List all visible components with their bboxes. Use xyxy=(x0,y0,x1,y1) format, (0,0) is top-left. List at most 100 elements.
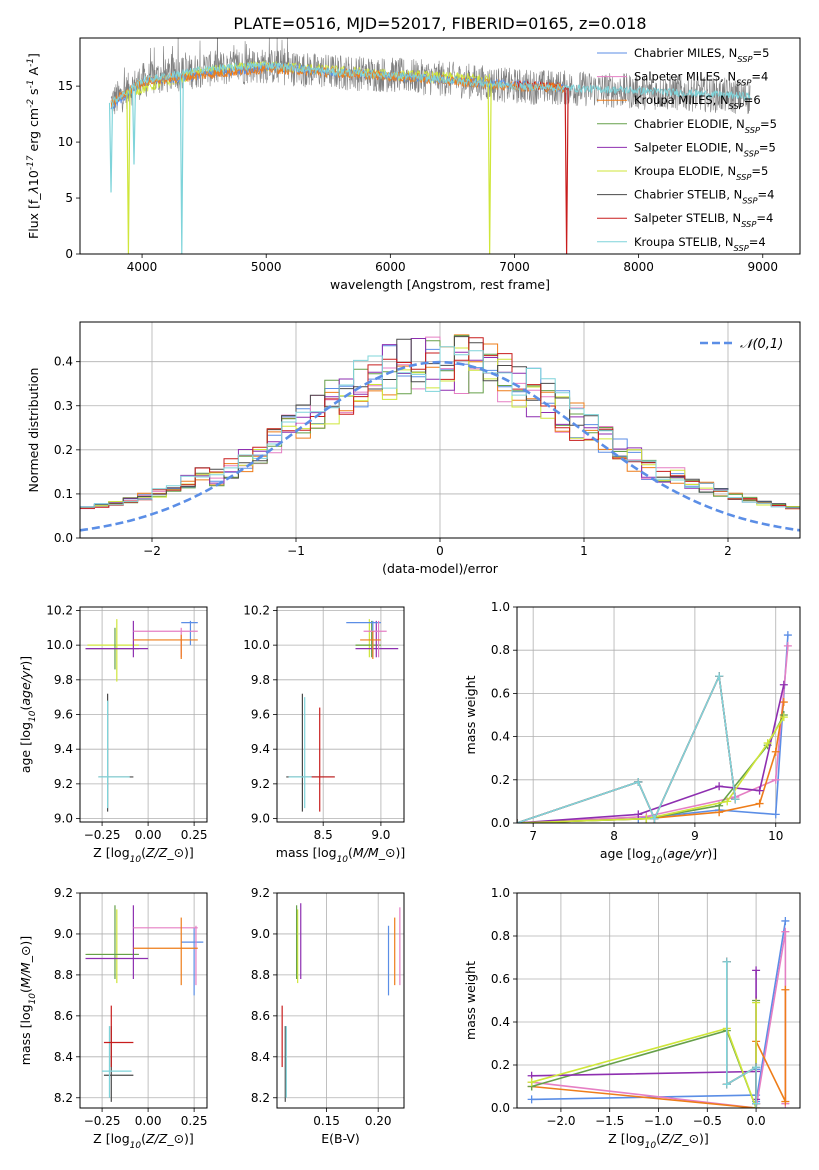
weight-line xyxy=(517,645,789,823)
weight-marker xyxy=(634,777,643,786)
x-tick-label: −1.0 xyxy=(644,1114,673,1128)
x-tick-label: 0.25 xyxy=(181,828,208,842)
weight-marker xyxy=(783,631,792,640)
weight-marker xyxy=(771,810,780,819)
y-axis-label: age [log10(age/yr)] xyxy=(18,656,38,773)
weight-marker xyxy=(779,698,788,707)
weight-marker xyxy=(771,747,780,756)
legend-label: Kroupa ELODIE, NSSP=5 xyxy=(634,164,768,182)
y-tick-label: 9.0 xyxy=(251,812,270,826)
y-tick-label: 9.2 xyxy=(251,777,270,791)
grid xyxy=(80,607,207,822)
plot-area xyxy=(80,334,800,532)
weight-marker xyxy=(634,810,643,819)
weight-marker xyxy=(527,1095,536,1104)
y-tick-label: 0.4 xyxy=(491,730,510,744)
axes-mass_vs_ebv: 0.15 0.20 8.2 8.4 8.6 8.8 9.0 9.2 E(B-V) xyxy=(251,886,405,1146)
spectrum-line xyxy=(110,60,751,105)
weight-line xyxy=(517,673,737,823)
legend-label: Kroupa MILES, NSSP=6 xyxy=(634,93,761,111)
axes-residuals: −2 −1 0 1 2 0.0 0.1 0.2 0.3 0.4 (data-model)/error… xyxy=(26,321,801,576)
x-tick-label: 7 xyxy=(529,829,537,843)
legend-label: 𝒩(0,1) xyxy=(740,337,783,352)
y-tick-label: 9.4 xyxy=(54,742,73,756)
weight-marker xyxy=(650,814,659,823)
x-tick-label: 0.0 xyxy=(747,1114,766,1128)
x-tick-label: 0.25 xyxy=(181,1114,208,1128)
x-tick-label: 0 xyxy=(436,544,444,558)
y-tick-label: 0.2 xyxy=(491,1058,510,1072)
x-tick-label: 1 xyxy=(580,544,588,558)
weight-marker xyxy=(771,775,780,784)
x-tick-label: −2 xyxy=(143,544,161,558)
axes-spectrum: 4000 5000 6000 7000 8000 9000 0 5 10 15 wavelength… xyxy=(26,37,801,292)
y-tick-label: 10.2 xyxy=(46,603,73,617)
weight-marker xyxy=(642,814,651,823)
legend-label: Salpeter MILES, NSSP=4 xyxy=(634,70,768,88)
axes-frame xyxy=(79,892,208,1109)
x-tick-label: −2.0 xyxy=(546,1114,575,1128)
x-tick-label: 7000 xyxy=(499,260,530,274)
x-tick-label: 2 xyxy=(724,544,732,558)
absorption-line xyxy=(487,83,492,254)
y-tick-label: 9.8 xyxy=(251,673,270,687)
y-tick-label: 9.2 xyxy=(54,886,73,900)
x-axis-label: Z [log10(Z/Z_⊙)] xyxy=(608,1131,709,1151)
weight-line xyxy=(531,1002,757,1108)
legend: Chabrier MILES, NSSP=5 Salpeter MILES, NS… xyxy=(597,46,777,253)
weight-line xyxy=(517,673,737,823)
absorption-line xyxy=(126,90,131,254)
x-axis-label: (data-model)/error xyxy=(382,561,499,576)
legend-label: Chabrier ELODIE, NSSP=5 xyxy=(634,117,777,135)
y-tick-label: 9.2 xyxy=(54,777,73,791)
y-tick-label: 0.1 xyxy=(54,487,73,501)
y-tick-label: 9.0 xyxy=(54,812,73,826)
y-tick-label: 8.8 xyxy=(54,968,73,982)
x-axis-label: E(B-V) xyxy=(321,1131,360,1146)
weight-marker xyxy=(752,998,761,1007)
y-tick-label: 9.0 xyxy=(251,927,270,941)
weight-marker xyxy=(779,680,788,689)
weight-marker xyxy=(752,1063,761,1072)
y-tick-label: 1.0 xyxy=(491,600,510,614)
axes-mass_vs_Z: −0.25 0.00 0.25 8.2 8.4 8.6 8.8 9.0 9.2 Z [log10(… xyxy=(18,886,208,1151)
weight-line xyxy=(517,684,785,823)
y-tick-label: 0.4 xyxy=(491,1015,510,1029)
absorption-line xyxy=(108,102,114,193)
y-tick-label: 9.8 xyxy=(54,673,73,687)
absorption-line xyxy=(179,73,184,254)
weight-marker xyxy=(752,966,761,975)
y-tick-label: 0.8 xyxy=(491,643,510,657)
x-tick-label: −0.25 xyxy=(84,1114,121,1128)
grid xyxy=(277,607,404,822)
x-tick-label: 8.5 xyxy=(314,828,333,842)
plot-area xyxy=(517,631,792,823)
weight-marker xyxy=(722,957,731,966)
y-tick-label: 0.0 xyxy=(54,531,73,545)
y-axis-label: Flux [f_λ10-17 erg cm-2 s-1 A-1] xyxy=(26,53,41,239)
weight-marker xyxy=(723,797,732,806)
weight-line xyxy=(531,1000,757,1108)
x-tick-label: −0.25 xyxy=(84,828,121,842)
x-tick-label: 0.20 xyxy=(365,1114,392,1128)
y-tick-label: 8.2 xyxy=(251,1091,270,1105)
y-tick-label: 9.2 xyxy=(251,886,270,900)
weight-marker xyxy=(781,927,790,936)
weight-marker xyxy=(715,782,724,791)
plot-area xyxy=(281,903,401,1102)
weight-line xyxy=(725,961,757,1104)
y-axis-label: mass [log10(M/M_⊙)] xyxy=(18,936,38,1065)
legend-label: Kroupa STELIB, NSSP=4 xyxy=(634,235,766,253)
weight-marker xyxy=(755,786,764,795)
y-tick-label: 8.4 xyxy=(251,1050,270,1064)
axes-age_vs_mass: 8.5 9.0 9.0 9.2 9.4 9.6 9.8 10.0 10.2 mass [log10… xyxy=(243,603,405,865)
x-tick-label: 6000 xyxy=(375,260,406,274)
x-axis-label: age [log10(age/yr)] xyxy=(600,846,717,866)
y-tick-label: 8.6 xyxy=(54,1009,73,1023)
y-tick-label: 0.2 xyxy=(54,443,73,457)
x-tick-label: 5000 xyxy=(251,260,282,274)
plot-area xyxy=(527,916,790,1108)
x-tick-label: −0.5 xyxy=(693,1114,722,1128)
y-tick-label: 8.2 xyxy=(54,1091,73,1105)
y-tick-label: 0 xyxy=(65,247,73,261)
